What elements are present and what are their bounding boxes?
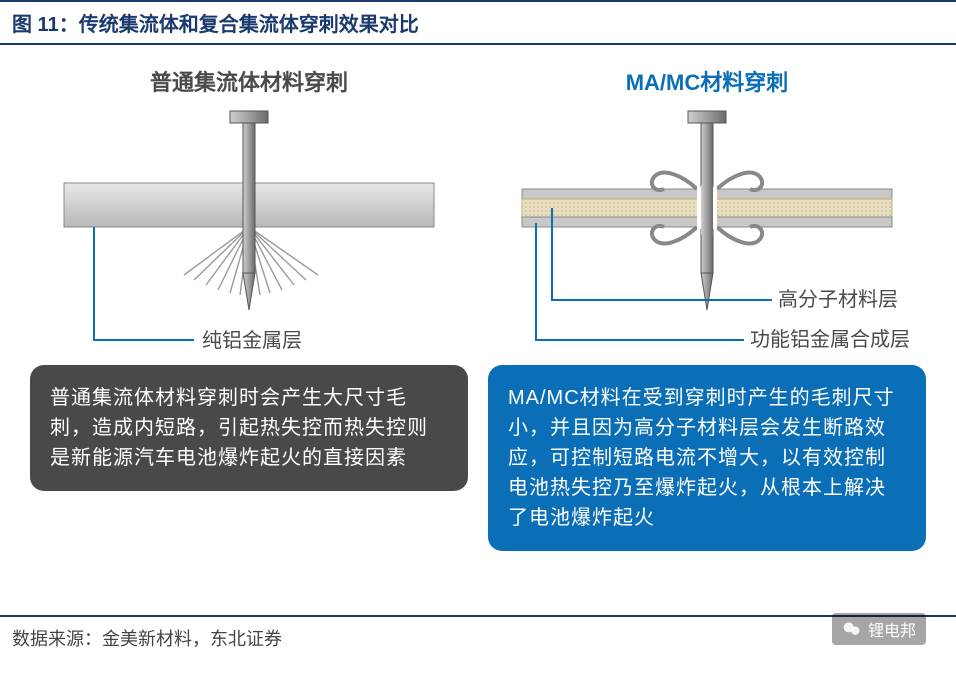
right-column: MA/MC材料穿刺 xyxy=(488,65,926,551)
figure-title: 图 11：传统集流体和复合集流体穿刺效果对比 xyxy=(12,14,419,36)
left-diagram-title: 普通集流体材料穿刺 xyxy=(150,65,348,97)
metal-layer-label: 功能铝金属合成层 xyxy=(750,328,910,351)
figure-footer: 数据来源：金美新材料，东北证券 xyxy=(0,615,956,655)
polymer-layer-label: 高分子材料层 xyxy=(778,288,898,311)
watermark: 锂电邦 xyxy=(832,613,926,645)
figure-header: 图 11：传统集流体和复合集流体穿刺效果对比 xyxy=(0,0,956,45)
nail-shaft-overlay xyxy=(701,185,713,235)
content-row: 普通集流体材料穿刺 xyxy=(0,45,956,561)
right-diagram-svg: 高分子材料层 功能铝金属合成层 xyxy=(488,105,926,365)
leader-line xyxy=(94,227,194,340)
wechat-icon xyxy=(842,619,862,639)
aluminium-layer-label: 纯铝金属层 xyxy=(202,329,302,352)
left-description-box: 普通集流体材料穿刺时会产生大尺寸毛刺，造成内短路，引起热失控而热失控则是新能源汽… xyxy=(30,365,468,491)
watermark-text: 锂电邦 xyxy=(868,617,916,641)
source-text: 数据来源：金美新材料，东北证券 xyxy=(12,629,282,649)
left-column: 普通集流体材料穿刺 xyxy=(30,65,468,551)
left-diagram: 纯铝金属层 xyxy=(30,105,468,365)
right-diagram-title: MA/MC材料穿刺 xyxy=(626,65,789,97)
right-description-box: MA/MC材料在受到穿刺时产生的毛刺尺寸小，并且因为高分子材料层会发生断路效应，… xyxy=(488,365,926,551)
right-diagram: 高分子材料层 功能铝金属合成层 xyxy=(488,105,926,365)
left-diagram-svg: 纯铝金属层 xyxy=(30,105,468,365)
